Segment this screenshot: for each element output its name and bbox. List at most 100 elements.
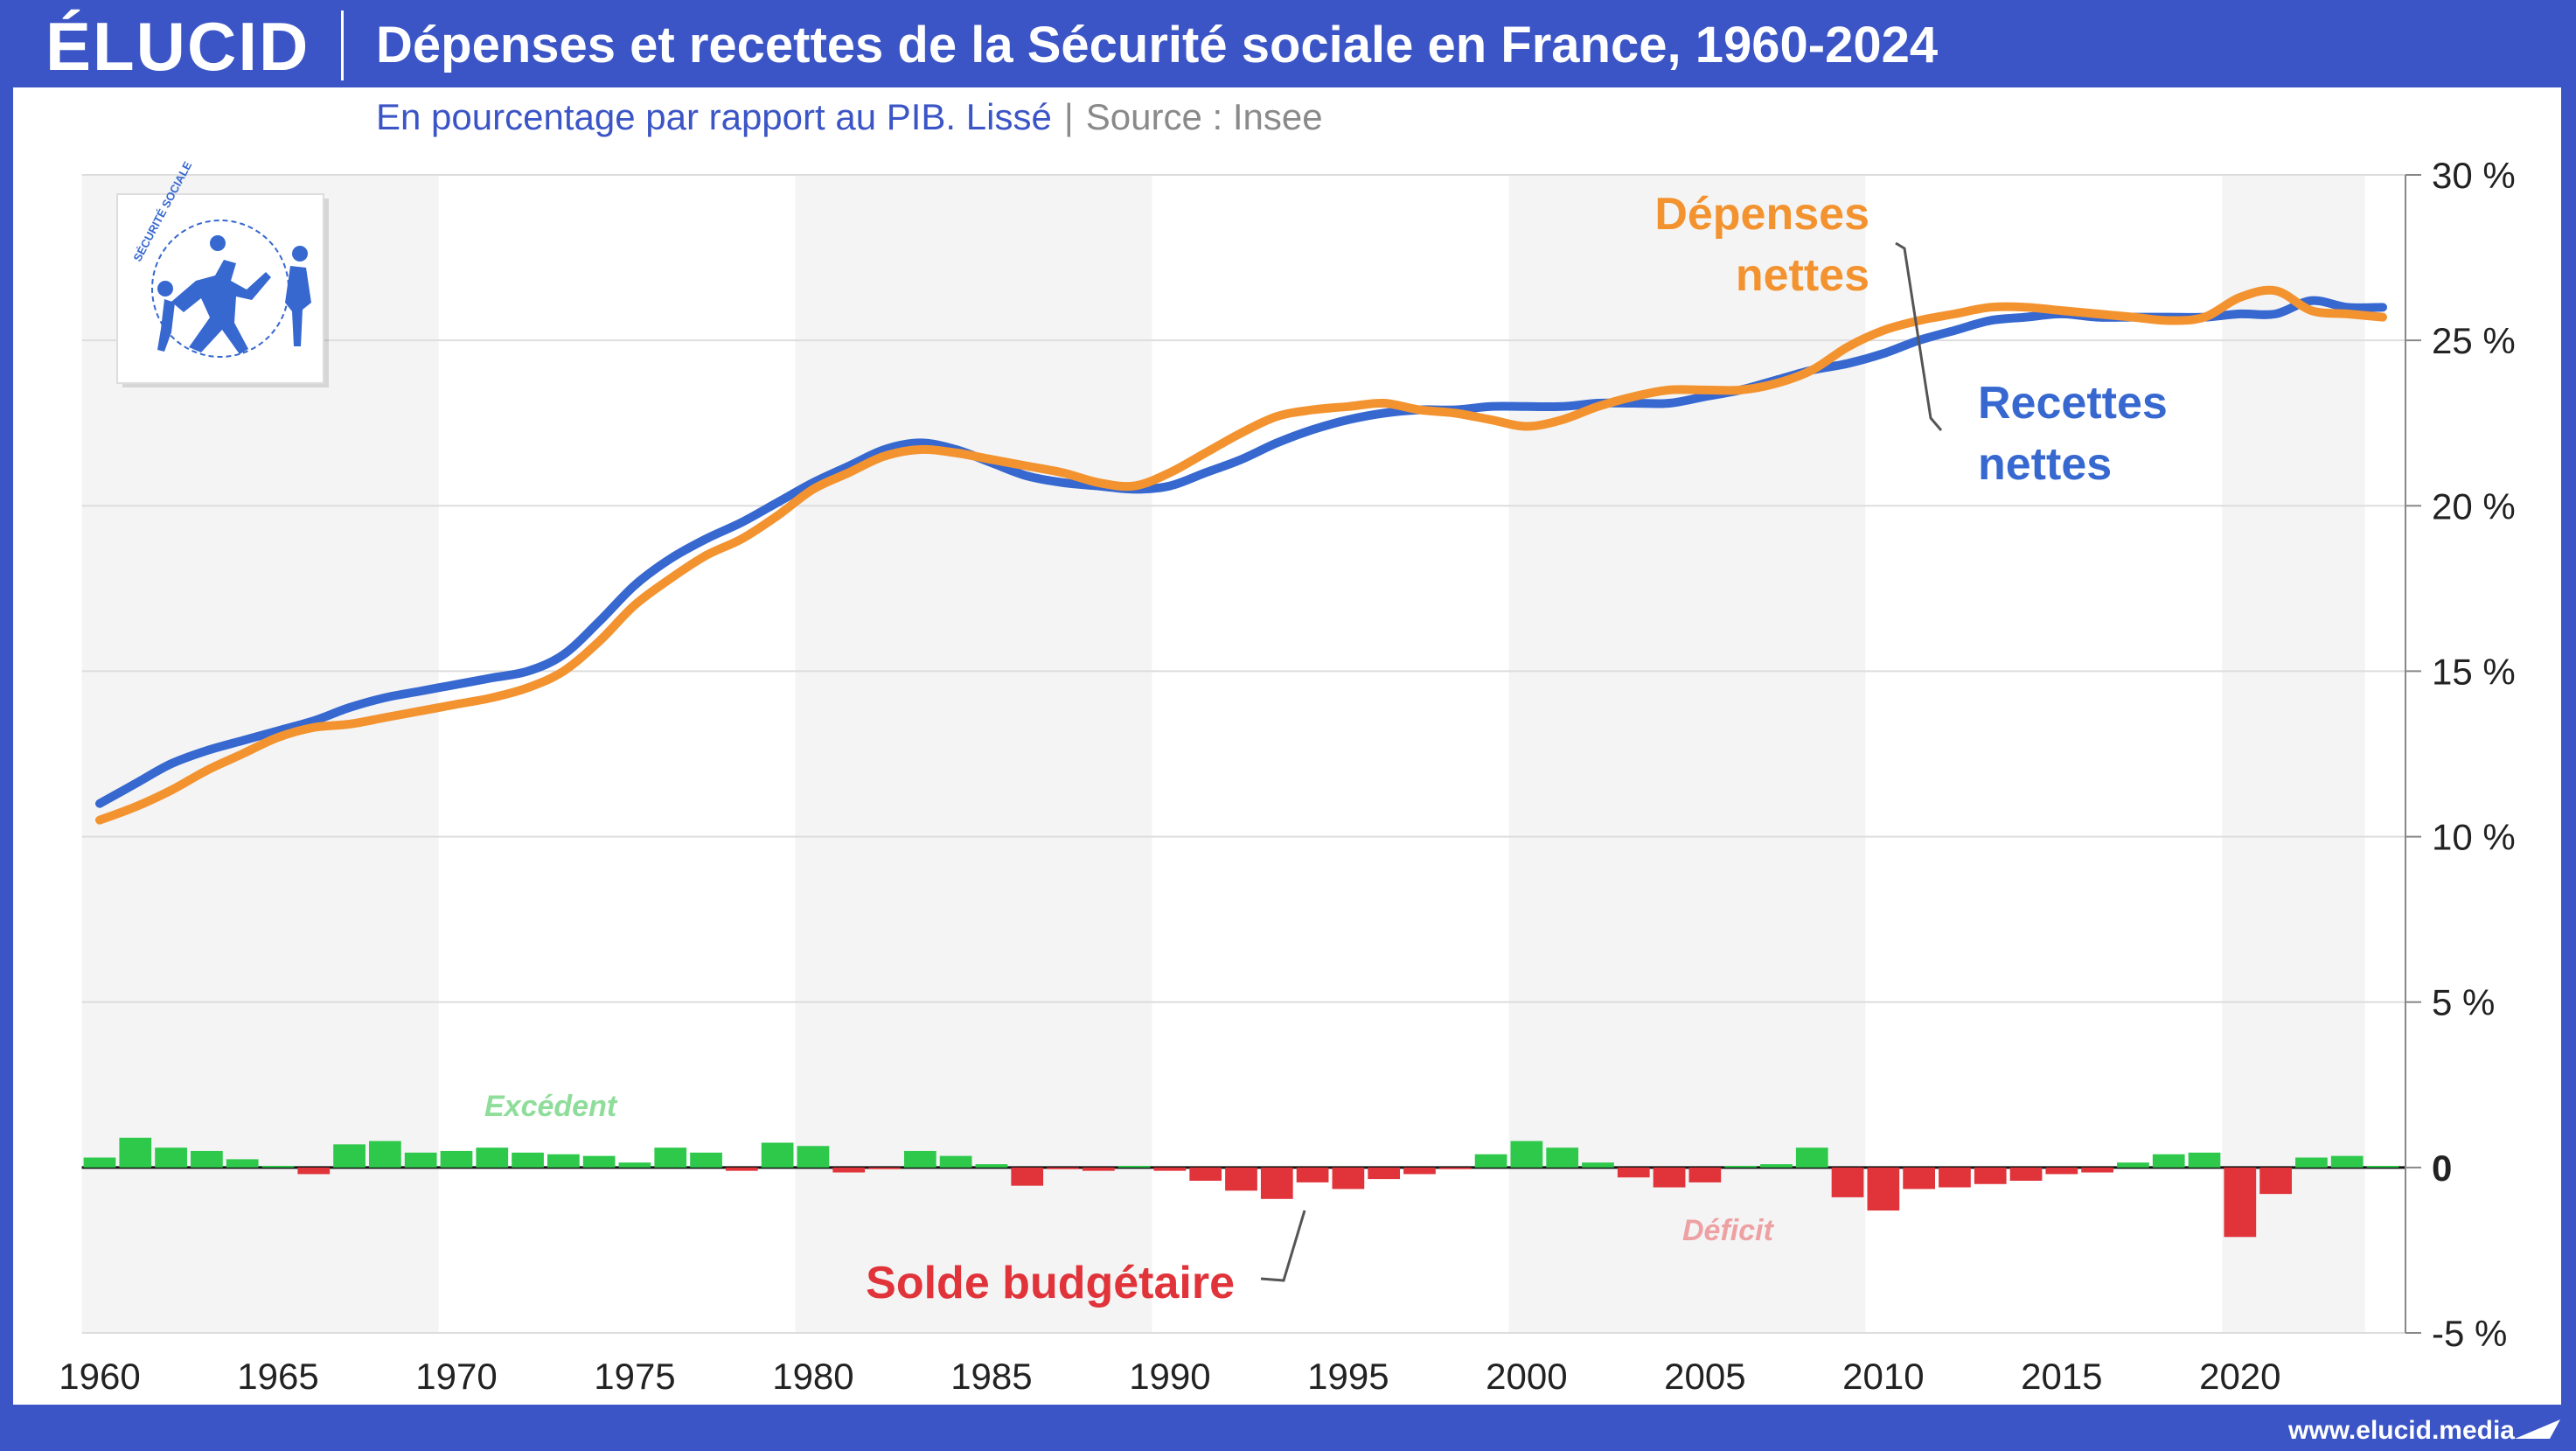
surplus-bar	[261, 1165, 295, 1168]
y-tick-label: -5 %	[2432, 1313, 2507, 1354]
y-tick-label: 30 %	[2432, 155, 2516, 196]
x-tick-label: 1975	[594, 1356, 675, 1397]
chart-subtitle: En pourcentage par rapport au PIB. Lissé…	[376, 96, 1323, 138]
deficit-bar	[868, 1167, 901, 1169]
y-tick-label: 10 %	[2432, 817, 2516, 858]
label-solde: Solde budgétaire	[866, 1258, 1235, 1308]
x-tick-label: 1990	[1129, 1356, 1210, 1397]
header: ÉLUCID Dépenses et recettes de la Sécuri…	[0, 0, 2576, 87]
deficit-bar	[1011, 1167, 1044, 1186]
x-tick-label: 2015	[2021, 1356, 2102, 1397]
surplus-bar	[476, 1148, 509, 1168]
deficit-bar	[1974, 1167, 2007, 1184]
series-lines	[95, 285, 2387, 825]
y-tick-label: 25 %	[2432, 320, 2516, 361]
surplus-bar	[618, 1162, 651, 1168]
securite-sociale-emblem: SÉCURITÉ SOCIALE	[116, 159, 329, 387]
surplus-bar	[975, 1164, 1008, 1168]
surplus-bar	[119, 1137, 152, 1168]
surplus-bar	[1795, 1148, 1828, 1168]
surplus-bar	[939, 1155, 972, 1168]
label-recettes-line2: nettes	[1978, 439, 2112, 490]
label-excedent: Excédent	[484, 1090, 618, 1123]
surplus-bar	[1117, 1165, 1151, 1168]
header-divider	[341, 10, 344, 80]
surplus-bar	[155, 1148, 187, 1168]
deficit-bar	[1688, 1167, 1722, 1182]
label-depenses-line1: Dépenses	[1654, 189, 1869, 240]
deficit-bar	[2224, 1167, 2257, 1238]
surplus-bar	[1724, 1165, 1758, 1168]
deficit-bar	[1438, 1167, 1472, 1169]
deficit-bar	[1047, 1167, 1079, 1169]
surplus-bar	[903, 1150, 936, 1168]
deficit-bar	[1939, 1167, 1971, 1188]
surplus-bar	[440, 1150, 473, 1168]
x-tick-label: 1980	[772, 1356, 853, 1397]
surplus-bar	[369, 1141, 401, 1168]
emblem-figures-icon	[157, 235, 311, 354]
surplus-bar	[654, 1148, 687, 1168]
surplus-bar	[191, 1150, 223, 1168]
surplus-bar	[2152, 1154, 2185, 1168]
surplus-bar	[2330, 1155, 2364, 1168]
surplus-bar	[547, 1154, 580, 1168]
deficit-bar	[1189, 1167, 1222, 1181]
chart-title: Dépenses et recettes de la Sécurité soci…	[376, 17, 1939, 73]
surplus-bar	[333, 1144, 366, 1168]
deficit-bar	[725, 1167, 758, 1171]
deficit-bar	[2259, 1167, 2292, 1195]
deficit-bar	[1403, 1167, 1436, 1175]
deficit-bar	[1653, 1167, 1686, 1188]
x-tick-label: 1960	[59, 1356, 140, 1397]
surplus-bar	[1546, 1148, 1579, 1168]
surplus-bar	[1582, 1162, 1614, 1168]
leader-line-depenses	[1895, 241, 1943, 431]
deficit-bar	[1153, 1167, 1187, 1171]
surplus-bar	[404, 1152, 437, 1168]
label-deficit: Déficit	[1682, 1214, 1775, 1247]
footer-url[interactable]: www.elucid.media	[2288, 1416, 2515, 1445]
x-tick-label: 1965	[237, 1356, 318, 1397]
y-tick-label: 0	[2432, 1148, 2452, 1189]
x-tick-label: 2020	[2199, 1356, 2280, 1397]
deficit-bar	[1867, 1167, 1900, 1211]
surplus-bar	[1760, 1164, 1793, 1168]
x-tick-label: 1970	[415, 1356, 497, 1397]
deficit-bar	[1617, 1167, 1650, 1178]
deficit-bar	[1296, 1167, 1329, 1182]
deficit-bar	[1368, 1167, 1401, 1180]
x-tick-label: 1995	[1307, 1356, 1389, 1397]
deficit-bar	[2081, 1167, 2113, 1173]
deficit-bar	[1260, 1167, 1293, 1199]
surplus-bar	[582, 1155, 616, 1168]
subtitle-text: En pourcentage par rapport au PIB. Lissé	[376, 96, 1052, 137]
x-tick-label: 2000	[1486, 1356, 1567, 1397]
surplus-bar	[1474, 1154, 1507, 1168]
surplus-bar	[2295, 1157, 2328, 1168]
deficit-bar	[1225, 1167, 1257, 1191]
deficit-bar	[2045, 1167, 2078, 1175]
x-tick-label: 1985	[950, 1356, 1032, 1397]
decade-band	[2222, 175, 2365, 1333]
surplus-bar	[2117, 1162, 2149, 1168]
decade-band	[795, 175, 1152, 1333]
depenses-line	[95, 285, 2387, 825]
recettes-line	[95, 296, 2387, 808]
surplus-bar	[2188, 1152, 2221, 1168]
y-tick-label: 15 %	[2432, 651, 2516, 692]
elucid-logo[interactable]: ÉLUCID	[45, 8, 310, 85]
surplus-bar	[1510, 1141, 1543, 1168]
surplus-bar	[797, 1146, 830, 1168]
deficit-bar	[2009, 1167, 2043, 1181]
subtitle-separator: |	[1063, 96, 1074, 137]
deficit-bar	[1903, 1167, 1935, 1189]
surplus-bar	[83, 1157, 116, 1168]
deficit-bar	[832, 1167, 866, 1173]
label-recettes-line1: Recettes	[1978, 378, 2168, 429]
surplus-bar	[226, 1159, 259, 1168]
label-depenses-line2: nettes	[1736, 250, 1869, 301]
x-tick-label: 2005	[1664, 1356, 1745, 1397]
solde-bars	[83, 1137, 2399, 1238]
